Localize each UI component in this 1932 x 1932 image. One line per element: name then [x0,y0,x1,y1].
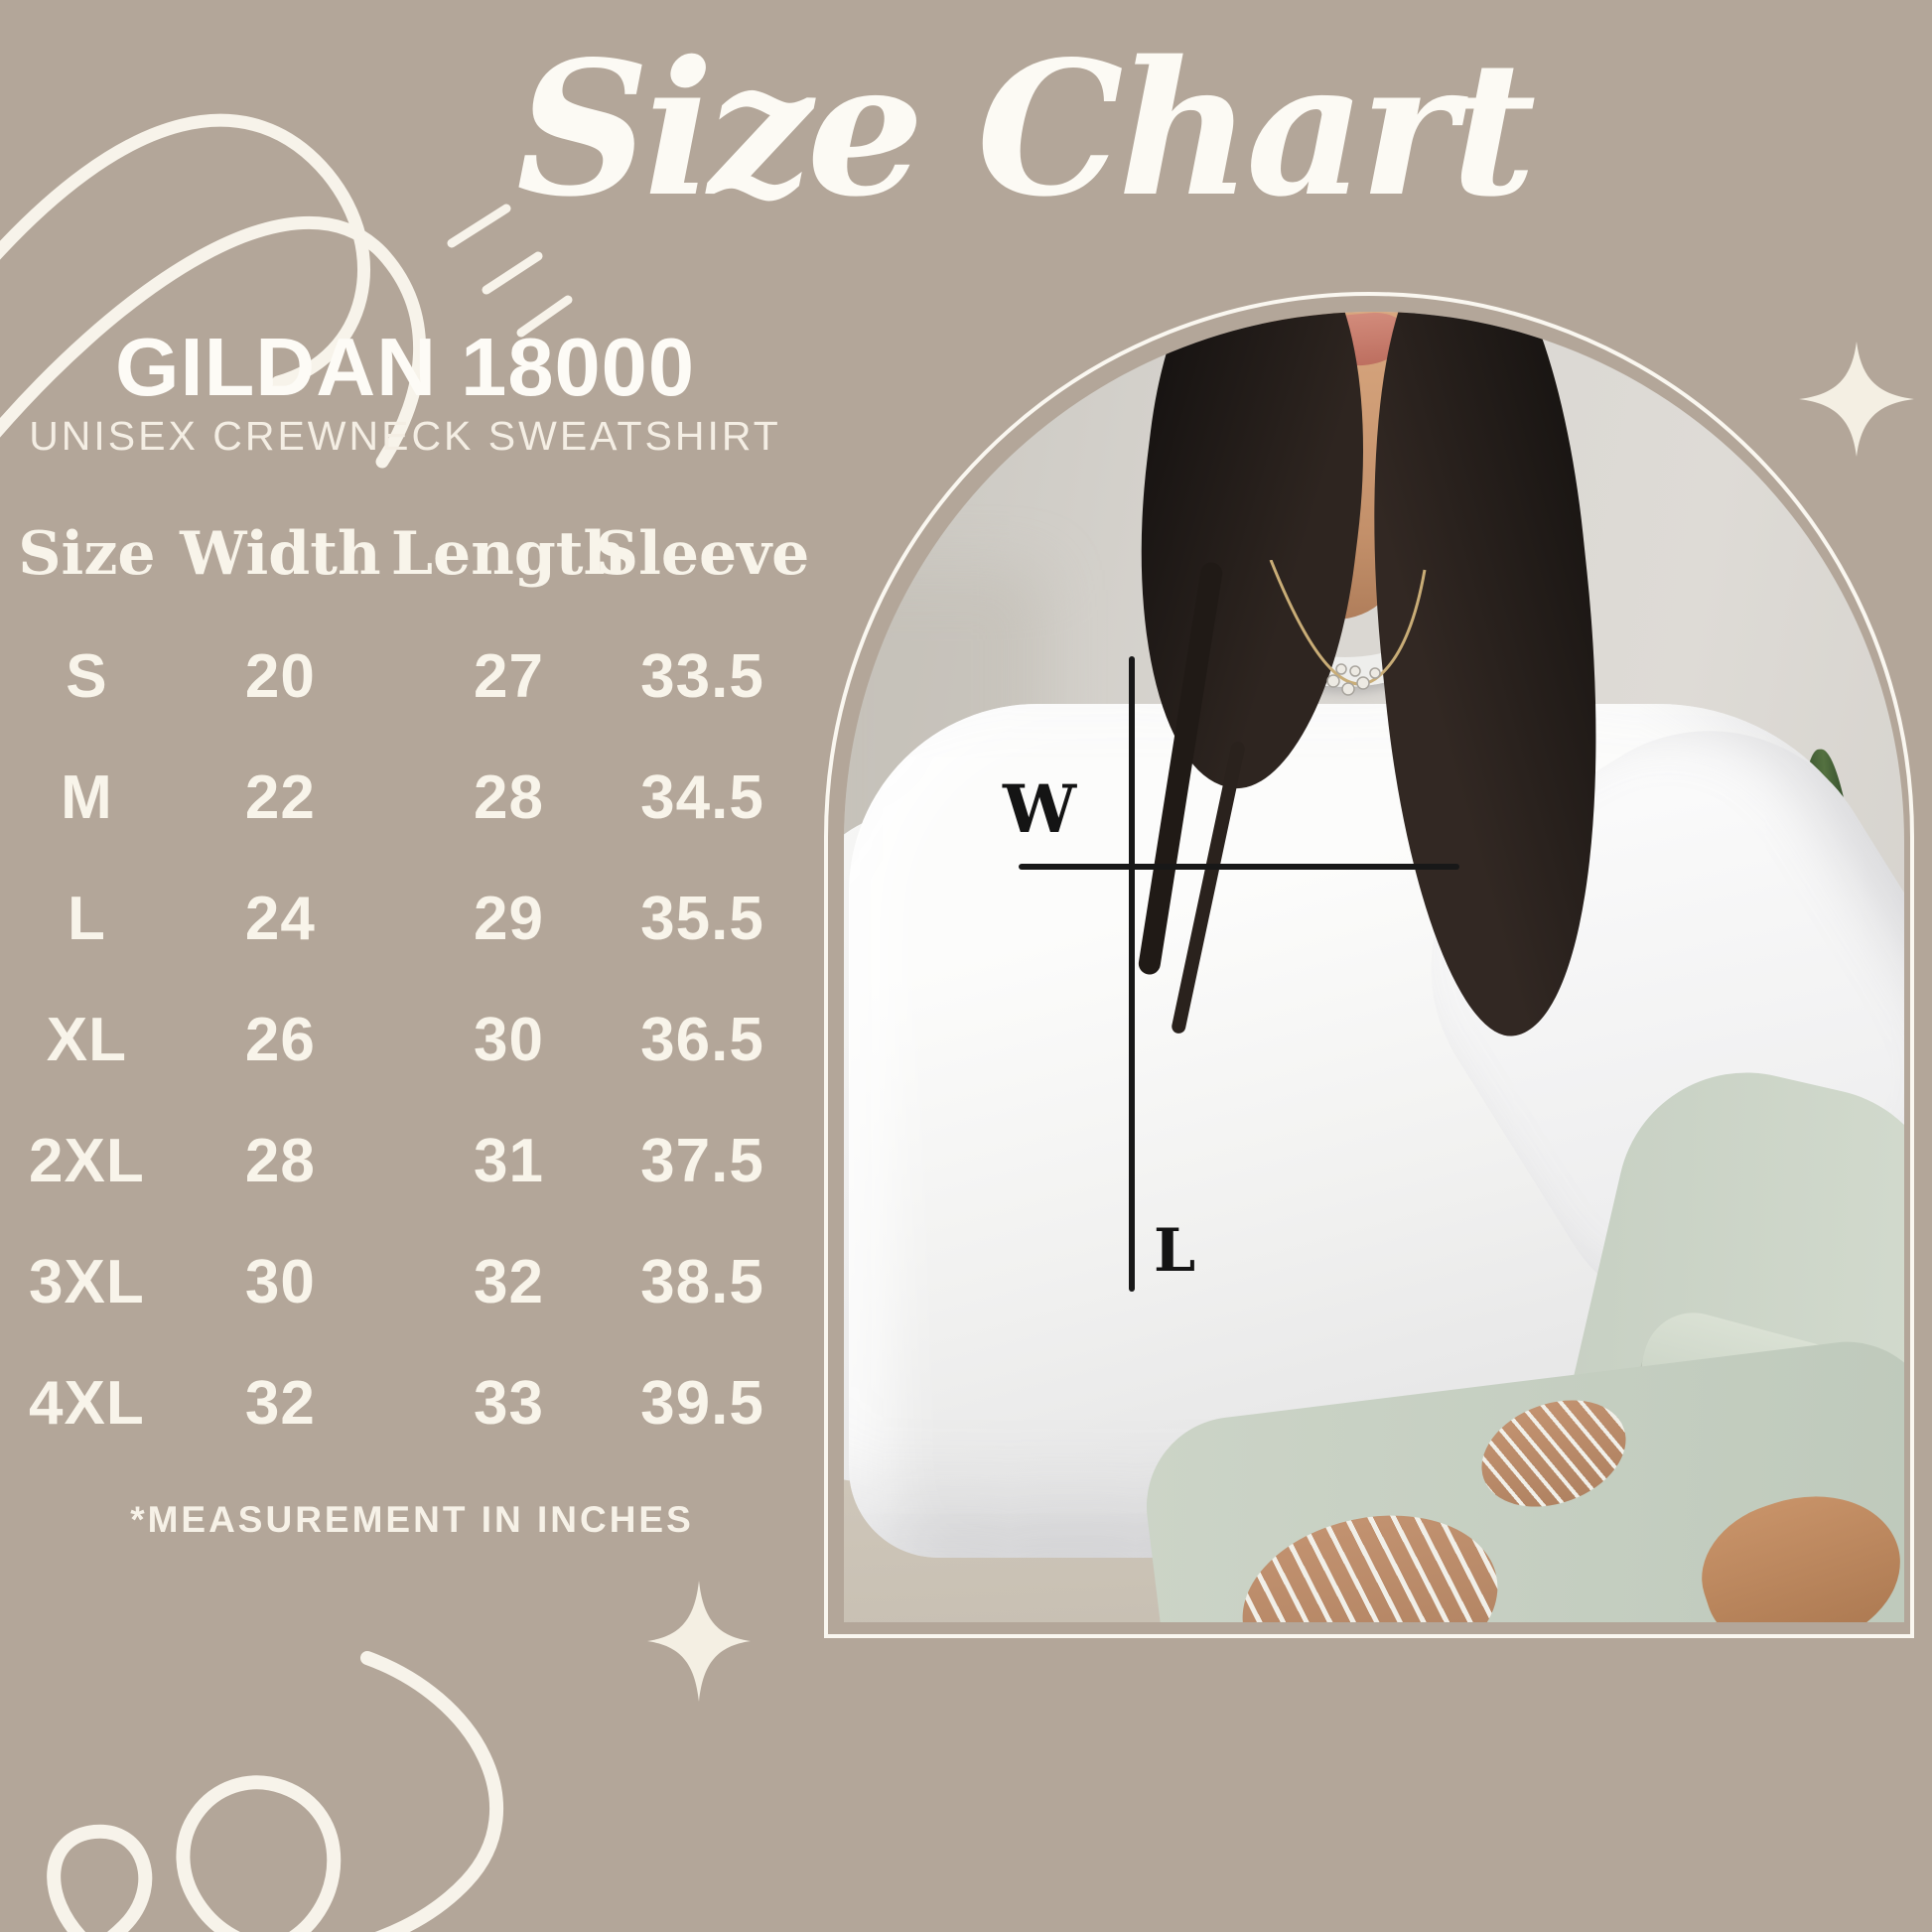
column-header-length: Length [390,519,627,589]
model-photo: W L [844,312,1904,1622]
length-label: L [1154,1216,1196,1286]
table-cell: 33 [474,1368,544,1438]
page-title: Size Chart [516,20,1536,237]
table-cell: 37.5 [640,1126,764,1195]
table-cell: M [61,762,113,832]
table-cell: 24 [244,884,316,953]
table-cell: 38.5 [640,1247,764,1316]
sparkle-icon [647,1581,751,1702]
necklace [1269,560,1427,696]
table-cell: 30 [474,1005,544,1074]
table-cell: 35.5 [640,884,764,953]
scribble-line-icon [47,1651,503,1932]
table-cell: 28 [474,762,544,832]
table-cell: 33.5 [640,641,764,711]
table-cell: 22 [244,762,316,832]
table-cell: 28 [244,1126,316,1195]
table-cell: XL [46,1005,128,1074]
width-label: W [1003,770,1077,848]
product-brand-model: GILDAN 18000 [114,321,695,413]
table-cell: 34.5 [640,762,764,832]
table-cell: 32 [474,1247,544,1316]
table-cell: 36.5 [640,1005,764,1074]
table-cell: 20 [244,641,316,711]
table-cell: 30 [244,1247,316,1316]
table-cell: 31 [474,1126,544,1195]
product-subtitle: UNISEX CREWNECK SWEATSHIRT [29,413,781,459]
table-cell: 39.5 [640,1368,764,1438]
column-header-sleeve: Sleeve [595,519,810,589]
table-cell: 26 [244,1005,316,1074]
measurement-note: *MEASUREMENT IN INCHES [130,1499,694,1540]
column-header-size: Size [18,519,156,589]
table-cell: 3XL [29,1247,145,1316]
column-header-width: Width [180,519,381,589]
table-cell: 29 [474,884,544,953]
table-cell: S [66,641,108,711]
table-cell: 2XL [29,1126,145,1195]
size-table: Size Width Length Sleeve S 20 27 33.5 M … [18,494,810,1463]
width-measure-line [1019,864,1459,870]
table-cell: 4XL [29,1368,145,1438]
length-measure-line [1129,656,1135,1292]
table-cell: 32 [244,1368,316,1438]
table-cell: L [67,884,106,953]
sparkle-icon [1799,342,1914,457]
arch-outline [824,292,1914,1638]
table-cell: 27 [474,641,544,711]
